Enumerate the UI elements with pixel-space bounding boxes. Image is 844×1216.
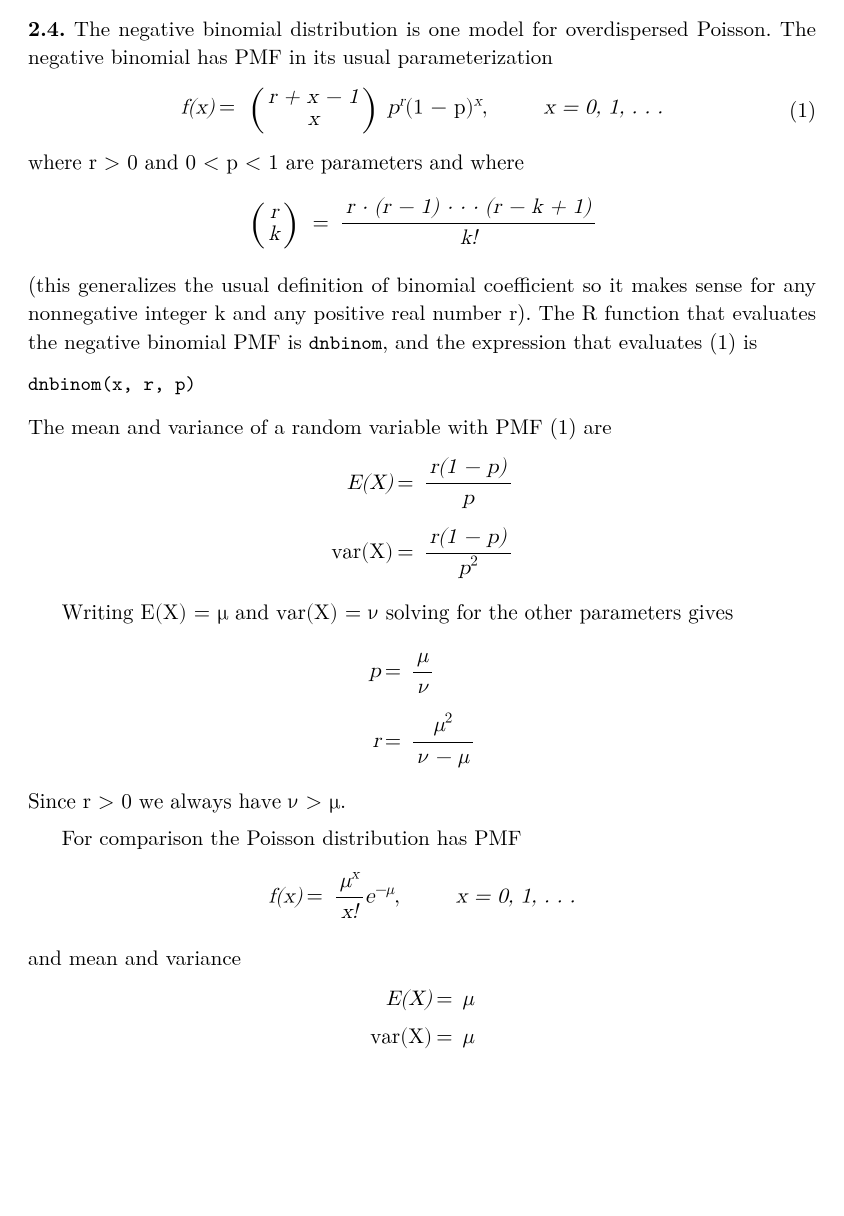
para5-text: Writing E(X) = μ and var(X) = ν solving … (62, 603, 734, 624)
eq1-math: f(x)= ( r + x − 1 x ) pr(1 − p)x, x = 0,… (181, 87, 663, 131)
eq2-frac: r · (r − 1) · · · (r − k + 1) k! (342, 194, 596, 254)
para1-text: The negative binomial distribution is on… (28, 13, 816, 71)
para3-tail: , and the expression that evaluates (1) … (382, 326, 757, 356)
para-writing: Writing E(X) = μ and var(X) = ν solving … (28, 597, 816, 628)
eq1-number: (1) (789, 95, 816, 123)
eq1-binom: ( r + x − 1 x ) (248, 87, 378, 131)
eq2-binom-top: r (270, 202, 278, 224)
eq6-V-lhs: var(X) (370, 1027, 432, 1048)
equation-2: ( r k ) = r · (r − 1) · · · (r − k + 1) … (28, 194, 816, 254)
eq1-lhs: f(x) (181, 97, 215, 118)
eq4-p-lhs: p (369, 661, 381, 682)
eq4-r-num: μ (434, 715, 445, 736)
para-andmeanvar: and mean and variance (28, 943, 816, 971)
inline-code-dnbinom: dnbinom (309, 330, 383, 356)
para-poisson: For comparison the Poisson distribution … (28, 823, 816, 851)
para-since: Since r > 0 we always have ν > μ. (28, 786, 816, 817)
eq3-V-lhs: var(X) (331, 542, 393, 563)
para-where: where r > 0 and 0 < p < 1 are parameters… (28, 147, 816, 178)
para-intro: 2.4. The negative binomial distribution … (28, 14, 816, 71)
eq1-p: p (387, 97, 399, 118)
eq4-r-lhs: r (372, 731, 380, 752)
eq5-lhs: f(x) (269, 886, 303, 907)
eq5-domain: x = 0, 1, . . . (456, 886, 575, 907)
eq1-sup-x: x (474, 93, 482, 108)
para6-text: Since r > 0 we always have ν > μ. (28, 792, 346, 813)
eq1-factor2: (1 − p) (405, 97, 474, 118)
eq3-E-lhs: E(X) (347, 473, 393, 494)
eq3-E-num: r(1 − p) (426, 454, 511, 484)
equation-1: f(x)= ( r + x − 1 x ) pr(1 − p)x, x = 0,… (28, 87, 816, 131)
eq3-V-num: r(1 − p) (426, 524, 511, 554)
eq2-binom-bot: k (269, 224, 280, 246)
para-meanvar: The mean and variance of a random variab… (28, 412, 816, 440)
code-block: dnbinom(x, r, p) (28, 371, 816, 398)
equation-3: E(X)= r(1 − p) p var(X)= r(1 − p) p2 (28, 454, 816, 583)
eq3-E-den: p (426, 484, 511, 513)
eq3-V-den-sup: 2 (470, 554, 478, 569)
eq5-math: f(x)= μx x! e−μ, x = 0, 1, . . . (269, 868, 576, 928)
eq4-p-den: ν (413, 673, 432, 702)
eq5-num-sup: x (351, 866, 359, 881)
eq2-den: k! (342, 224, 596, 253)
eq1-binom-bot: x (308, 109, 319, 131)
eq2-num: r · (r − 1) · · · (r − k + 1) (342, 194, 596, 224)
eq1-binom-top: r + x − 1 (268, 87, 358, 109)
equation-4: p= μ ν r= μ2 ν − μ (28, 643, 816, 772)
eq2-math: ( r k ) = r · (r − 1) · · · (r − k + 1) … (247, 194, 598, 254)
eq5-den: x! (336, 898, 363, 927)
section-number: 2.4. (28, 13, 66, 43)
eq5-exp-sup: −μ (374, 882, 394, 897)
eq4-r-den: ν − μ (413, 743, 473, 772)
eq6-E-lhs: E(X) (386, 989, 432, 1010)
eq3-V-den: p (459, 558, 471, 579)
equation-5: f(x)= μx x! e−μ, x = 0, 1, . . . (28, 868, 816, 928)
para2-text: where r > 0 and 0 < p < 1 are parameters… (28, 153, 524, 174)
equation-6: E(X)= μ var(X)= μ (28, 986, 816, 1053)
eq6-E-rhs: μ (463, 986, 474, 1014)
eq5-num-base: μ (340, 871, 351, 892)
eq6-V-rhs: μ (463, 1024, 474, 1052)
eq4-p-num: μ (413, 643, 432, 673)
para-generalize: (this generalizes the usual definition o… (28, 270, 816, 357)
eq4-r-num-sup: 2 (445, 711, 453, 726)
eq1-domain: x = 0, 1, . . . (544, 97, 663, 118)
eq2-binom: ( r k ) (249, 202, 300, 246)
eq5-exp-base: e (365, 886, 374, 907)
